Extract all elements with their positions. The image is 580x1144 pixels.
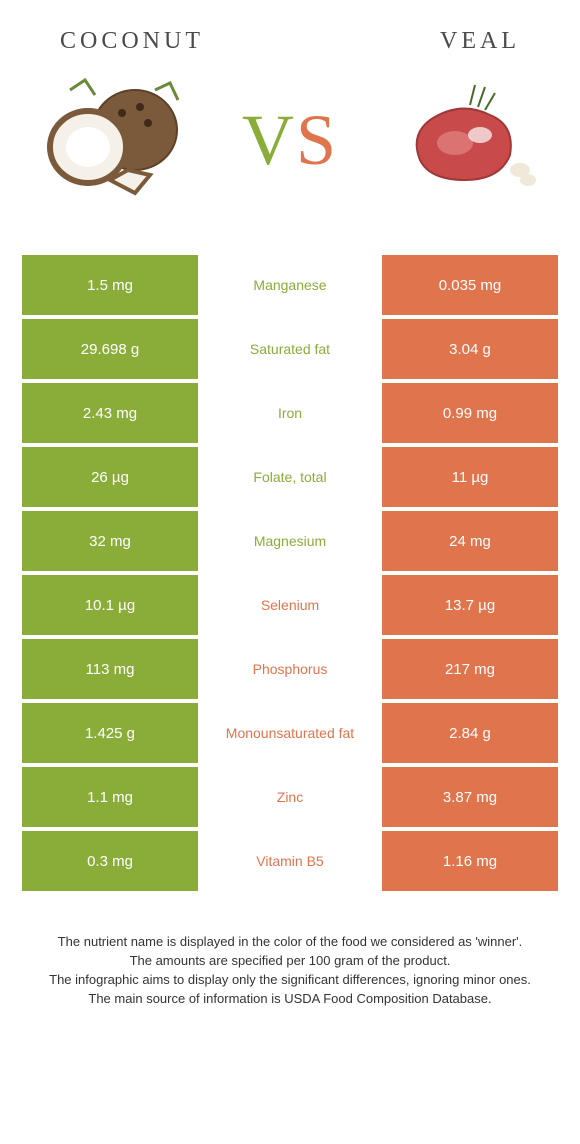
table-row: 1.1 mgZinc3.87 mg	[22, 767, 558, 827]
footnotes: The nutrient name is displayed in the co…	[30, 933, 550, 1008]
table-row: 32 mgMagnesium24 mg	[22, 511, 558, 571]
header: COCONUT VEAL	[0, 0, 580, 65]
veal-image	[390, 75, 540, 205]
coconut-image	[40, 75, 190, 205]
cell-veal-value: 0.99 mg	[382, 383, 558, 443]
cell-veal-value: 3.04 g	[382, 319, 558, 379]
cell-nutrient-name: Zinc	[198, 767, 382, 827]
cell-nutrient-name: Saturated fat	[198, 319, 382, 379]
cell-coconut-value: 32 mg	[22, 511, 198, 571]
table-row: 1.425 gMonounsaturated fat2.84 g	[22, 703, 558, 763]
cell-coconut-value: 1.425 g	[22, 703, 198, 763]
cell-veal-value: 0.035 mg	[382, 255, 558, 315]
cell-veal-value: 2.84 g	[382, 703, 558, 763]
cell-coconut-value: 29.698 g	[22, 319, 198, 379]
cell-nutrient-name: Selenium	[198, 575, 382, 635]
cell-coconut-value: 10.1 µg	[22, 575, 198, 635]
cell-veal-value: 13.7 µg	[382, 575, 558, 635]
cell-coconut-value: 26 µg	[22, 447, 198, 507]
cell-nutrient-name: Magnesium	[198, 511, 382, 571]
table-row: 113 mgPhosphorus217 mg	[22, 639, 558, 699]
table-row: 26 µgFolate, total11 µg	[22, 447, 558, 507]
cell-coconut-value: 2.43 mg	[22, 383, 198, 443]
table-row: 2.43 mgIron0.99 mg	[22, 383, 558, 443]
cell-coconut-value: 113 mg	[22, 639, 198, 699]
vs-label: VS	[242, 99, 338, 182]
cell-veal-value: 11 µg	[382, 447, 558, 507]
footnote-line: The main source of information is USDA F…	[30, 990, 550, 1009]
table-row: 1.5 mgManganese0.035 mg	[22, 255, 558, 315]
cell-nutrient-name: Monounsaturated fat	[198, 703, 382, 763]
vs-v: V	[242, 100, 296, 180]
title-coconut: COCONUT	[60, 28, 204, 55]
cell-nutrient-name: Iron	[198, 383, 382, 443]
table-row: 0.3 mgVitamin B51.16 mg	[22, 831, 558, 891]
footnote-line: The nutrient name is displayed in the co…	[30, 933, 550, 952]
vs-s: S	[296, 100, 338, 180]
cell-coconut-value: 1.5 mg	[22, 255, 198, 315]
cell-veal-value: 1.16 mg	[382, 831, 558, 891]
footnote-line: The infographic aims to display only the…	[30, 971, 550, 990]
title-veal: VEAL	[440, 28, 520, 55]
table-row: 29.698 gSaturated fat3.04 g	[22, 319, 558, 379]
hero: VS	[0, 65, 580, 235]
cell-nutrient-name: Phosphorus	[198, 639, 382, 699]
table-row: 10.1 µgSelenium13.7 µg	[22, 575, 558, 635]
cell-nutrient-name: Vitamin B5	[198, 831, 382, 891]
cell-nutrient-name: Folate, total	[198, 447, 382, 507]
cell-nutrient-name: Manganese	[198, 255, 382, 315]
cell-coconut-value: 0.3 mg	[22, 831, 198, 891]
cell-veal-value: 217 mg	[382, 639, 558, 699]
cell-coconut-value: 1.1 mg	[22, 767, 198, 827]
nutrient-table: 1.5 mgManganese0.035 mg29.698 gSaturated…	[22, 255, 558, 891]
footnote-line: The amounts are specified per 100 gram o…	[30, 952, 550, 971]
cell-veal-value: 24 mg	[382, 511, 558, 571]
cell-veal-value: 3.87 mg	[382, 767, 558, 827]
